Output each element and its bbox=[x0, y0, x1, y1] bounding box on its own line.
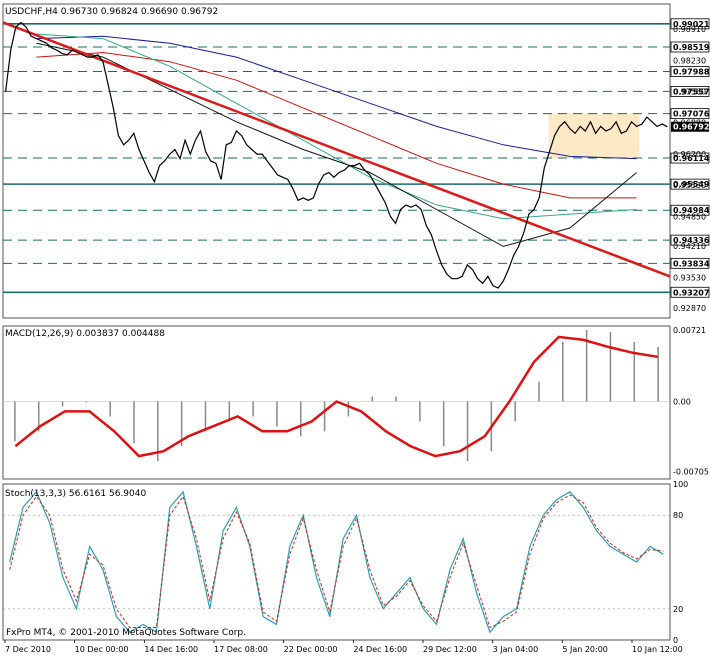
trend-line bbox=[2, 21, 671, 278]
level-label-box bbox=[670, 108, 710, 120]
level-label-box bbox=[670, 178, 710, 190]
price-tick-label: 0.94210 bbox=[673, 242, 706, 251]
moving-average-line bbox=[36, 51, 637, 199]
x-tick-label: 24 Dec 16:00 bbox=[353, 645, 407, 654]
range-box bbox=[548, 113, 640, 159]
level-label: 0.97988 bbox=[673, 68, 710, 77]
level-label: 0.98519 bbox=[673, 43, 710, 52]
level-label-box bbox=[670, 286, 710, 298]
macd-tick-label: 0.00721 bbox=[673, 326, 706, 335]
x-tick-label: 14 Dec 16:00 bbox=[144, 645, 198, 654]
level-label: 0.96114 bbox=[673, 154, 710, 163]
level-label-box bbox=[670, 66, 710, 77]
price-line bbox=[5, 21, 668, 289]
price-tick-label: 0.94850 bbox=[673, 212, 706, 221]
x-tick-label: 10 Jan 12:00 bbox=[632, 645, 683, 654]
x-tick-label: 17 Dec 08:00 bbox=[214, 645, 268, 654]
stoch-tick-label: 20 bbox=[673, 605, 683, 614]
stoch-frame bbox=[2, 483, 671, 641]
level-label: 0.97557 bbox=[673, 87, 709, 96]
price-tick-label: 0.98230 bbox=[673, 56, 706, 65]
level-label-box bbox=[670, 86, 710, 97]
x-tick-label: 10 Dec 00:00 bbox=[75, 645, 129, 654]
level-label-box bbox=[670, 41, 710, 53]
level-label: 0.93207 bbox=[673, 288, 709, 297]
footer-copyright: FxPro MT4, © 2001-2010 MetaQuotes Softwa… bbox=[6, 628, 246, 638]
price-tick-label: 0.92870 bbox=[673, 304, 706, 313]
price-title: USDCHF,H4 0.96730 0.96824 0.96690 0.9679… bbox=[5, 7, 218, 17]
level-label: 0.99021 bbox=[673, 20, 710, 29]
last-price-box bbox=[671, 121, 709, 132]
stoch-pane: 100 80 20 0 bbox=[2, 480, 688, 645]
price-tick-label: 0.95530 bbox=[673, 181, 706, 190]
stoch-tick-label: 0 bbox=[673, 636, 678, 645]
x-tick-label: 7 Dec 2010 bbox=[5, 645, 51, 654]
macd-pane: 0.00721 0.00 -0.00705 bbox=[2, 325, 709, 480]
x-axis: 7 Dec 2010 10 Dec 00:00 14 Dec 16:00 17 Dec… bbox=[4, 640, 683, 654]
moving-average-line bbox=[36, 35, 637, 160]
level-label-box bbox=[670, 18, 710, 30]
stoch-signal-line bbox=[9, 494, 664, 629]
price-tick-label: 0.97560 bbox=[673, 87, 706, 96]
level-label-box bbox=[670, 152, 710, 164]
macd-tick-label: -0.00705 bbox=[673, 468, 709, 477]
moving-average-line bbox=[36, 33, 637, 220]
price-pane: 0.99021 0.98519 0.97988 0.97557 0.97076 0.961… bbox=[2, 3, 710, 319]
level-label: 0.93834 bbox=[673, 259, 710, 268]
macd-title: MACD(12,26,9) 0.003837 0.004488 bbox=[5, 329, 165, 339]
level-label: 0.94336 bbox=[673, 236, 710, 245]
stoch-tick-label: 80 bbox=[673, 511, 683, 520]
x-tick-label: 22 Dec 00:00 bbox=[284, 645, 338, 654]
price-tick-label: 0.93530 bbox=[673, 273, 706, 282]
stoch-title: Stoch(13,3,3) 56.6161 56.9040 bbox=[5, 489, 146, 499]
stoch-tick-label: 100 bbox=[673, 480, 688, 489]
level-label: 0.94984 bbox=[673, 206, 710, 215]
price-tick-label: 0.96200 bbox=[673, 150, 706, 159]
level-label-box bbox=[670, 204, 710, 216]
level-label: 0.97076 bbox=[673, 110, 710, 119]
x-tick-label: 3 Jan 04:00 bbox=[493, 645, 539, 654]
level-label: 0.95549 bbox=[673, 180, 710, 189]
macd-signal-line bbox=[14, 335, 658, 458]
last-price-label: 0.96792 bbox=[673, 123, 709, 132]
level-label-box bbox=[670, 257, 710, 269]
x-tick-label: 29 Dec 12:00 bbox=[423, 645, 477, 654]
level-label-box bbox=[670, 234, 710, 246]
macd-tick-label: 0.00 bbox=[673, 398, 691, 407]
price-tick-label: 0.98910 bbox=[673, 25, 706, 34]
x-tick-label: 5 Jan 20:00 bbox=[562, 645, 608, 654]
